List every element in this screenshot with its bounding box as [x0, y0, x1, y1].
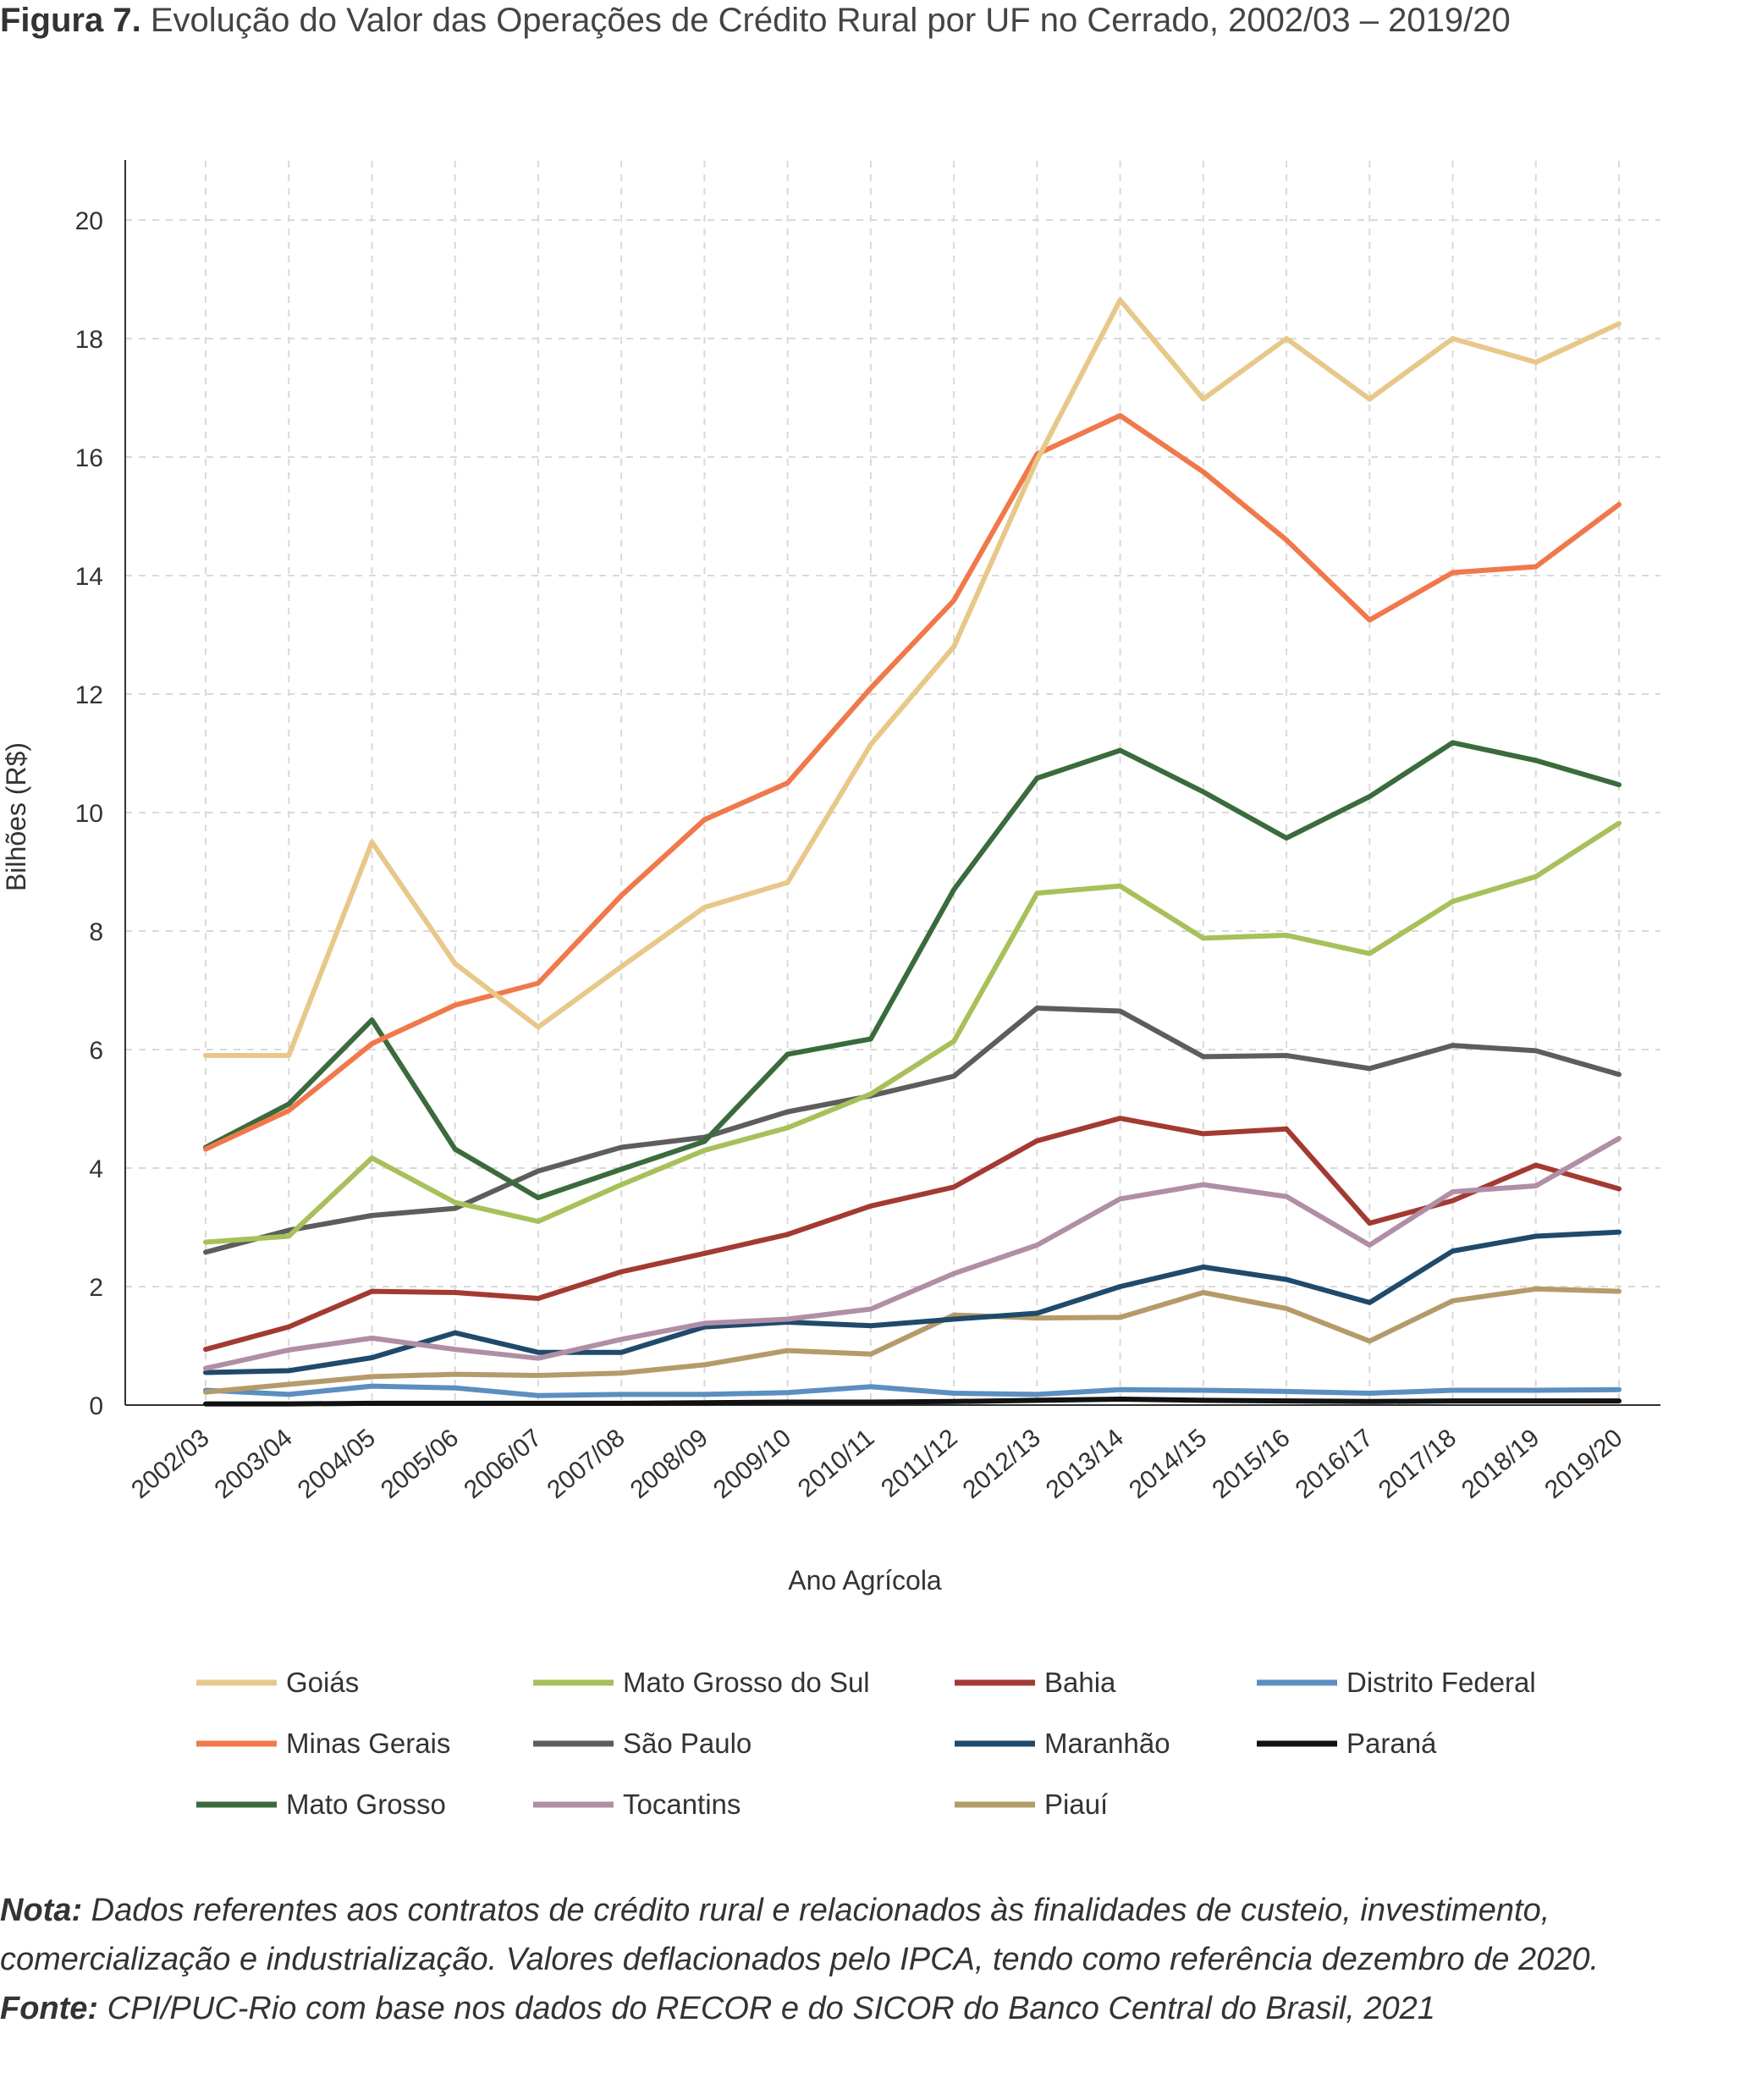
nota-text: Dados referentes aos contratos de crédit… [0, 1893, 1600, 1977]
x-tick-label: 2002/03 [126, 1424, 214, 1504]
legend-item-tocantins: Tocantins [533, 1789, 741, 1820]
fonte: Fonte: CPI/PUC-Rio com base nos dados do… [0, 1984, 1735, 2033]
legend-item-maranhao: Maranhão [955, 1728, 1170, 1759]
x-tick-labels: 2002/032003/042004/052005/062006/072007/… [126, 1424, 1627, 1504]
fonte-text: CPI/PUC-Rio com base nos dados do RECOR … [98, 1991, 1435, 2026]
series-line-minas-gerais [203, 413, 1622, 1152]
y-tick-labels: 0 2 4 6 8 10 12 14 16 18 20 [75, 207, 103, 1420]
series-line-distrito-federal [203, 1383, 1622, 1398]
legend: Goiás Mato Grosso do Sul Bahia Distrito Fed… [196, 1667, 1536, 1820]
nota: Nota: Dados referentes aos contratos de … [0, 1886, 1735, 1984]
figure-title-text: Evolução do Valor das Operações de Crédi… [150, 2, 1511, 39]
legend-label: Goiás [286, 1667, 359, 1698]
series-line-goias [203, 297, 1622, 1058]
x-tick-label: 2007/08 [542, 1424, 630, 1504]
y-tick-label: 14 [75, 563, 103, 591]
series-line-mato-grosso-do-sul [203, 820, 1622, 1245]
y-tick-label: 8 [89, 918, 103, 946]
series-line-sao-paulo [203, 1006, 1622, 1255]
legend-label: Maranhão [1044, 1728, 1170, 1759]
x-tick-label: 2003/04 [209, 1424, 297, 1504]
x-tick-label: 2017/18 [1374, 1424, 1462, 1504]
x-tick-label: 2008/09 [625, 1424, 713, 1504]
legend-label: Paraná [1346, 1728, 1437, 1759]
legend-item-bahia: Bahia [955, 1667, 1116, 1698]
y-axis-label: Bilhões (R$) [1, 742, 31, 891]
nota-label: Nota: [0, 1893, 83, 1928]
x-tick-label: 2005/06 [376, 1424, 464, 1504]
legend-item-minas-gerais: Minas Gerais [196, 1728, 450, 1759]
x-axis-label: Ano Agrícola [788, 1565, 942, 1596]
series-line-mato-grosso [203, 740, 1622, 1200]
y-tick-label: 6 [89, 1037, 103, 1065]
series-line-piaui [203, 1286, 1622, 1395]
legend-label: São Paulo [623, 1728, 752, 1759]
figure-title: Figura 7. Evolução do Valor das Operaçõe… [0, 2, 1511, 40]
y-tick-label: 10 [75, 800, 103, 828]
gridlines [125, 161, 1660, 1405]
legend-label: Minas Gerais [286, 1728, 450, 1759]
y-tick-label: 20 [75, 207, 103, 235]
legend-item-goias: Goiás [196, 1667, 359, 1698]
x-tick-label: 2011/12 [876, 1424, 963, 1503]
x-tick-label: 2009/10 [708, 1424, 796, 1504]
series-line-parana [203, 1397, 1622, 1407]
y-tick-label: 2 [89, 1274, 103, 1302]
y-tick-label: 18 [75, 326, 103, 354]
legend-item-distrito-federal: Distrito Federal [1257, 1667, 1536, 1698]
series-line-tocantins [203, 1136, 1622, 1371]
series-line-maranhao [203, 1229, 1622, 1375]
legend-label: Mato Grosso [286, 1789, 446, 1820]
y-tick-label: 4 [89, 1155, 103, 1183]
legend-label: Tocantins [623, 1789, 741, 1820]
series-lines [203, 297, 1622, 1407]
footnotes: Nota: Dados referentes aos contratos de … [0, 1886, 1735, 2033]
figure-label: Figura 7. [0, 2, 141, 39]
y-tick-label: 12 [75, 681, 103, 709]
fonte-label: Fonte: [0, 1991, 99, 2026]
legend-item-sao-paulo: São Paulo [533, 1728, 752, 1759]
legend-label: Mato Grosso do Sul [623, 1667, 870, 1698]
x-tick-label: 2019/20 [1539, 1424, 1627, 1504]
legend-label: Distrito Federal [1346, 1667, 1536, 1698]
series-line-bahia [203, 1116, 1622, 1353]
x-tick-label: 2016/17 [1291, 1424, 1379, 1504]
legend-item-piaui: Piauí [955, 1789, 1108, 1820]
x-tick-label: 2010/11 [793, 1424, 880, 1503]
x-tick-label: 2015/16 [1207, 1424, 1295, 1504]
y-tick-label: 16 [75, 444, 103, 472]
legend-item-mato-grosso: Mato Grosso [196, 1789, 446, 1820]
y-tick-label: 0 [89, 1392, 103, 1420]
x-tick-label: 2013/14 [1041, 1424, 1129, 1504]
x-tick-label: 2006/07 [459, 1424, 547, 1504]
x-tick-label: 2018/19 [1456, 1424, 1545, 1504]
x-tick-label: 2004/05 [293, 1424, 381, 1504]
x-tick-label: 2012/13 [958, 1424, 1046, 1504]
legend-item-parana: Paraná [1257, 1728, 1437, 1759]
x-tick-label: 2014/15 [1124, 1424, 1212, 1504]
legend-label: Bahia [1044, 1667, 1116, 1698]
legend-item-mato-grosso-do-sul: Mato Grosso do Sul [533, 1667, 870, 1698]
legend-label: Piauí [1044, 1789, 1108, 1820]
